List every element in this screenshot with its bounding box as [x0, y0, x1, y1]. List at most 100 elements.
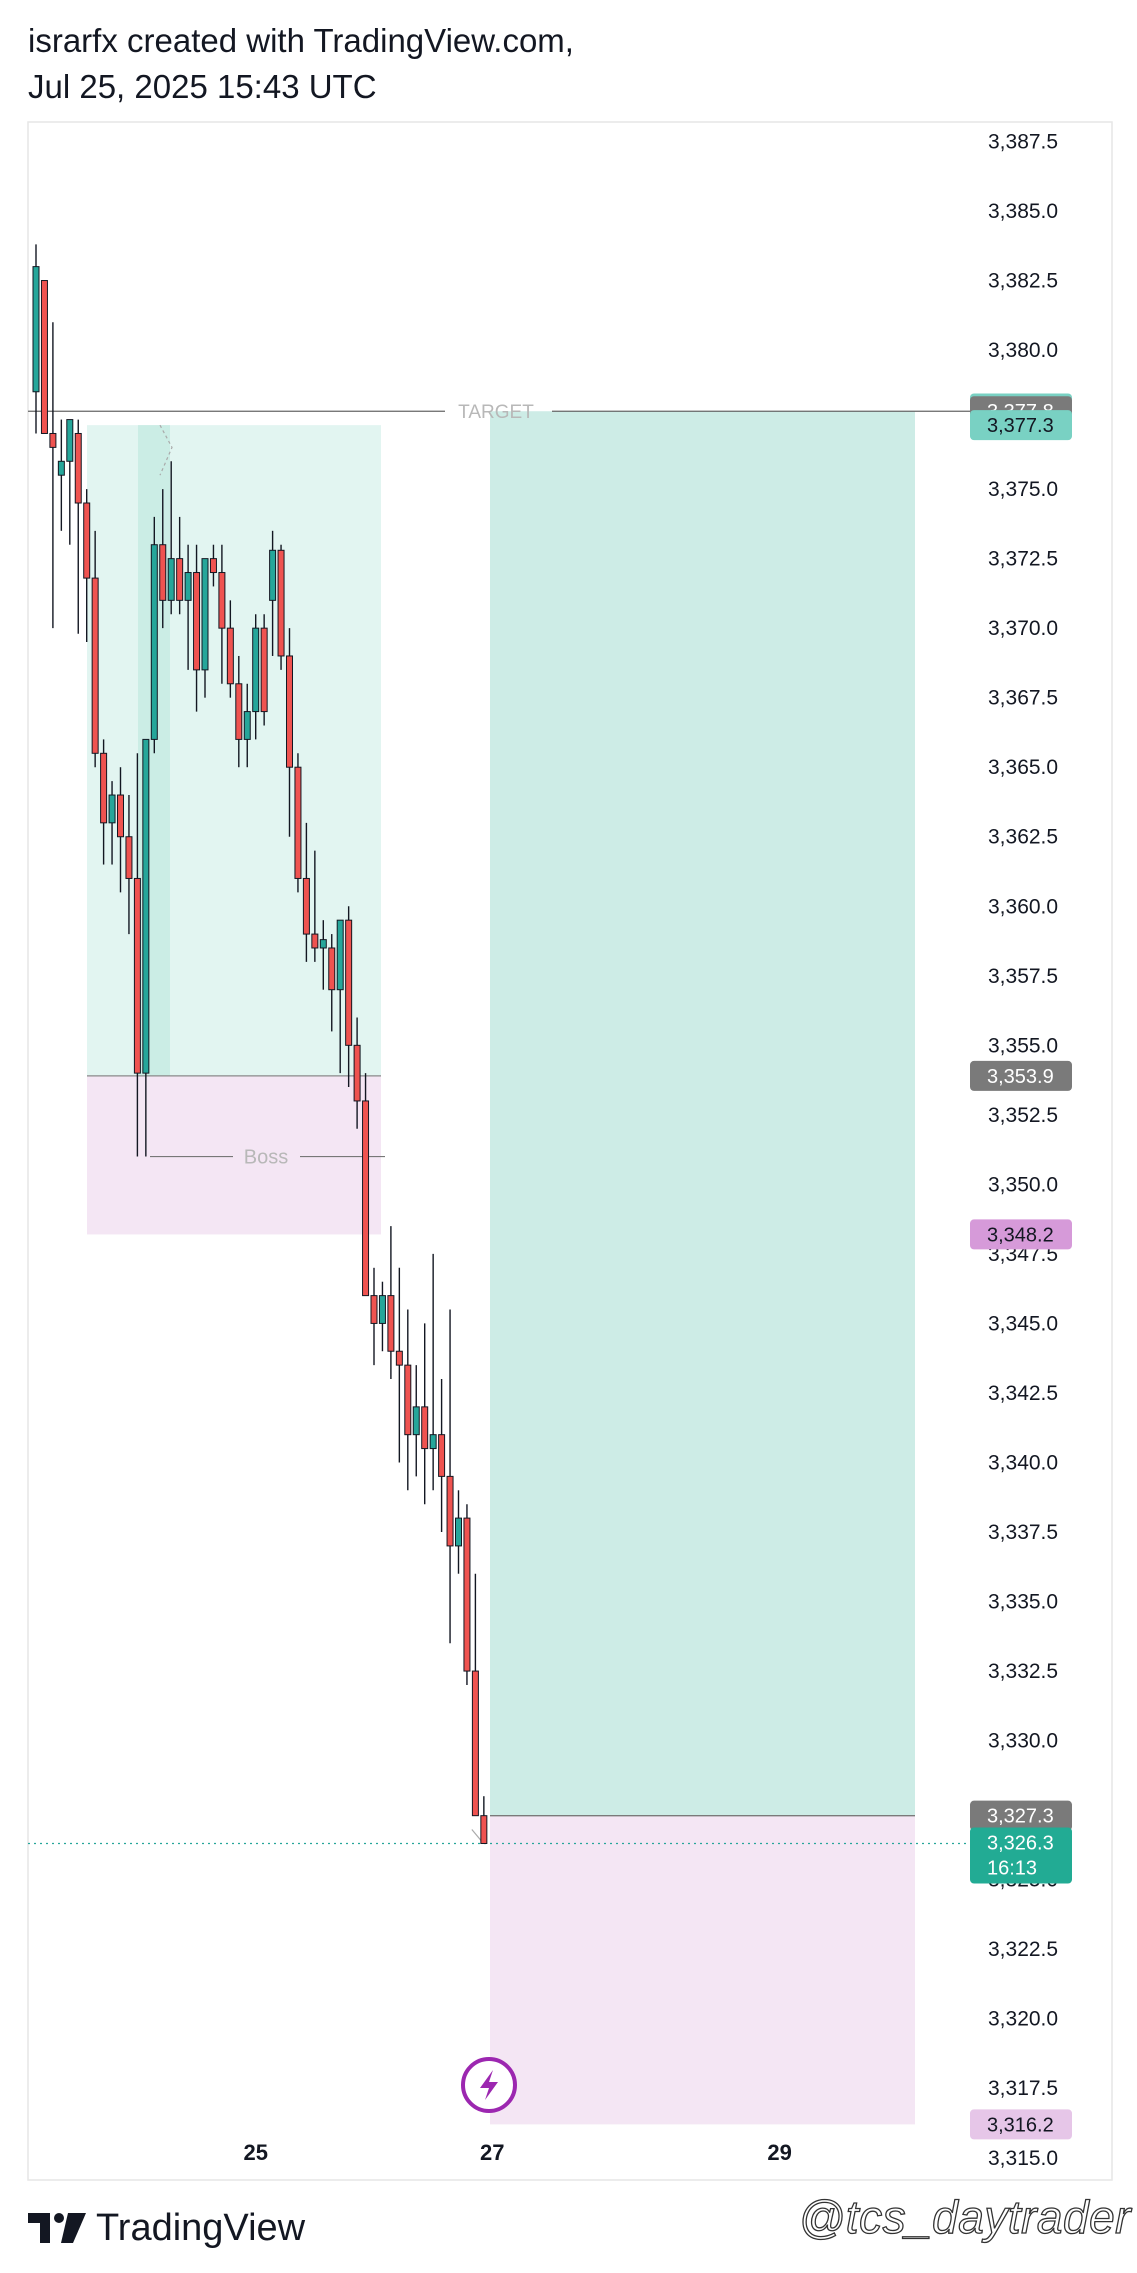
candle[interactable]: [277, 544, 285, 670]
y-tick-label: 3,320.0: [988, 2008, 1058, 2031]
candle[interactable]: [345, 906, 353, 1088]
candle[interactable]: [133, 753, 141, 1157]
candle[interactable]: [243, 683, 251, 768]
candle-body: [66, 419, 74, 462]
candles-layer: [32, 244, 488, 1844]
candle[interactable]: [108, 781, 116, 865]
candle[interactable]: [336, 919, 344, 1074]
position-stop-zone[interactable]: [490, 1815, 915, 2125]
y-tick-label: 3,332.5: [988, 1660, 1058, 1683]
candle[interactable]: [32, 244, 40, 434]
candle[interactable]: [142, 738, 150, 1157]
candle[interactable]: [235, 655, 243, 768]
candle[interactable]: [463, 1504, 471, 1685]
candle[interactable]: [362, 1073, 370, 1297]
candle[interactable]: [218, 544, 226, 684]
candle-body: [91, 577, 99, 754]
x-tick-label: 27: [480, 2140, 504, 2165]
candle[interactable]: [446, 1309, 454, 1644]
candle[interactable]: [252, 614, 260, 740]
price-label[interactable]: 3,316.2: [970, 2109, 1072, 2140]
candle[interactable]: [421, 1323, 429, 1505]
candle[interactable]: [167, 461, 175, 615]
price-label-bg: [970, 1827, 1072, 1884]
candle[interactable]: [226, 600, 234, 698]
candle-body: [421, 1406, 429, 1450]
candle[interactable]: [66, 419, 74, 545]
candle[interactable]: [269, 530, 277, 656]
price-label-bg: [970, 1060, 1072, 1091]
lightning-icon[interactable]: [461, 2057, 517, 2113]
candle[interactable]: [74, 419, 82, 634]
candle[interactable]: [184, 544, 192, 670]
candle[interactable]: [294, 753, 302, 893]
time-axis: 25 27 29: [243, 2140, 791, 2165]
price-label[interactable]: 3,353.9: [970, 1060, 1072, 1091]
candle[interactable]: [125, 795, 133, 935]
candle[interactable]: [387, 1226, 395, 1380]
candle[interactable]: [209, 544, 217, 587]
candle[interactable]: [471, 1573, 479, 1817]
candle-body: [83, 502, 91, 579]
candle[interactable]: [438, 1379, 446, 1533]
candle[interactable]: [328, 934, 336, 1032]
candle[interactable]: [260, 614, 268, 726]
position-profit-zone[interactable]: [490, 411, 915, 1816]
candle-body: [395, 1350, 403, 1366]
candle[interactable]: [286, 628, 293, 837]
candle[interactable]: [404, 1309, 412, 1491]
candle-body: [142, 738, 150, 1074]
candle[interactable]: [150, 516, 158, 754]
y-tick-label: 3,322.5: [988, 1938, 1058, 1961]
y-tick-label: 3,382.5: [988, 270, 1058, 293]
candle[interactable]: [40, 280, 48, 434]
candle[interactable]: [176, 516, 184, 615]
price-label[interactable]: 3,377.3: [970, 410, 1072, 441]
candle-body: [226, 627, 234, 685]
candle[interactable]: [480, 1796, 488, 1844]
y-tick-label: 3,360.0: [988, 895, 1058, 918]
candle[interactable]: [429, 1253, 437, 1491]
candle[interactable]: [100, 739, 108, 865]
candle-body: [294, 766, 302, 879]
candle[interactable]: [370, 1267, 378, 1366]
candle[interactable]: [193, 544, 201, 712]
candle[interactable]: [117, 767, 124, 893]
candle[interactable]: [319, 920, 327, 990]
candle-body: [446, 1475, 454, 1547]
candle-body: [336, 919, 344, 991]
candle-body: [32, 266, 40, 393]
price-label[interactable]: 3,326.3 16:13: [970, 1827, 1072, 1884]
price-label-text: 3,327.3: [987, 1806, 1054, 1828]
candle[interactable]: [395, 1267, 403, 1463]
zones-layer: [87, 411, 915, 2125]
price-label-text: 3,316.2: [987, 2114, 1054, 2136]
candle[interactable]: [83, 489, 91, 643]
candle[interactable]: [378, 1281, 386, 1352]
candle[interactable]: [91, 530, 99, 768]
boss-zone[interactable]: [87, 1075, 381, 1235]
candle[interactable]: [302, 822, 310, 962]
candle-body: [133, 877, 141, 1074]
candle[interactable]: [412, 1365, 420, 1477]
y-tick-label: 3,387.5: [988, 130, 1058, 153]
tradingview-logo[interactable]: TradingView: [28, 2205, 305, 2251]
candle[interactable]: [159, 489, 167, 629]
candle[interactable]: [455, 1490, 462, 1574]
price-label-text: 3,377.3: [987, 415, 1054, 437]
price-label[interactable]: 3,327.3: [970, 1800, 1072, 1831]
price-label[interactable]: 3,348.2: [970, 1219, 1072, 1250]
candle[interactable]: [57, 419, 65, 531]
candle-body: [302, 877, 310, 935]
candle[interactable]: [353, 1017, 361, 1129]
candle[interactable]: [201, 558, 209, 698]
lines-layer: TARGET Boss: [28, 402, 985, 1845]
y-tick-label: 3,345.0: [988, 1312, 1058, 1335]
y-tick-label: 3,342.5: [988, 1382, 1058, 1405]
candle-body: [184, 572, 192, 601]
candle[interactable]: [311, 850, 319, 962]
author-watermark: @tcs_daytrader: [798, 2190, 1131, 2243]
y-tick-label: 3,317.5: [988, 2077, 1058, 2100]
candle[interactable]: [49, 322, 57, 629]
